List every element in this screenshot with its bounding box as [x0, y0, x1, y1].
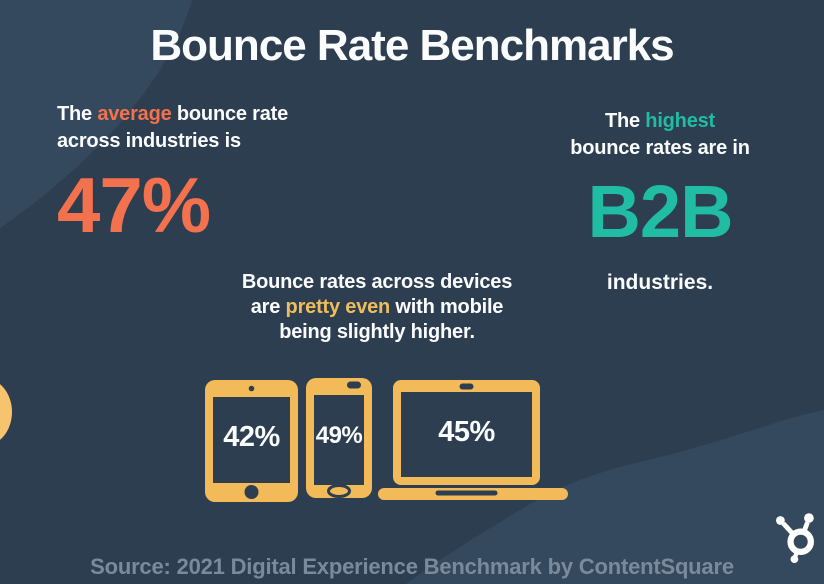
devices-caption-line2-suffix: with mobile: [390, 296, 504, 318]
devices-caption-line1: Bounce rates across devices: [241, 271, 513, 293]
average-stat-block: The average bounce rate across industrie…: [57, 101, 327, 245]
bottom-right-wave-blob: [406, 410, 824, 584]
average-stat-line1-prefix: The: [57, 103, 98, 125]
average-stat-line2: across industries is: [57, 130, 241, 152]
left-edge-gold-drop: [0, 384, 12, 440]
highest-stat-line1-prefix: The: [604, 110, 646, 132]
highest-value: B2B: [587, 170, 733, 253]
devices-caption-line3: being slightly higher.: [279, 321, 475, 343]
highest-caption: industries.: [606, 271, 714, 294]
tablet-bounce-rate: 42%: [223, 421, 280, 453]
source-credit: Source: 2021 Digital Experience Benchmar…: [90, 554, 734, 579]
average-stat-line1-suffix: bounce rate: [171, 103, 289, 125]
average-highlight: average: [97, 103, 172, 125]
smartphone-icon: [306, 378, 372, 498]
page-title: Bounce Rate Benchmarks: [150, 21, 674, 70]
highest-stat-line1: The highest: [545, 108, 775, 135]
hubspot-sprocket-icon: [776, 513, 814, 564]
laptop-bounce-rate: 45%: [438, 416, 495, 448]
highest-highlight: highest: [645, 110, 716, 132]
devices-caption-line2-prefix: are: [250, 296, 286, 318]
tablet-icon: [205, 380, 298, 502]
devices-caption: Bounce rates across devices are pretty e…: [217, 270, 537, 345]
devices-caption-line2: are pretty even with mobile: [217, 295, 537, 320]
highest-stat-line2: bounce rates are in: [570, 137, 750, 159]
average-stat-line1: The average bounce rate: [57, 101, 327, 128]
smartphone-bounce-rate: 49%: [315, 422, 363, 449]
highest-stat-block: The highest bounce rates are in B2B indu…: [545, 108, 775, 296]
devices-highlight: pretty even: [285, 296, 391, 318]
laptop-icon: [378, 380, 568, 500]
average-value: 47%: [57, 161, 211, 249]
top-left-blob: [0, 0, 192, 228]
